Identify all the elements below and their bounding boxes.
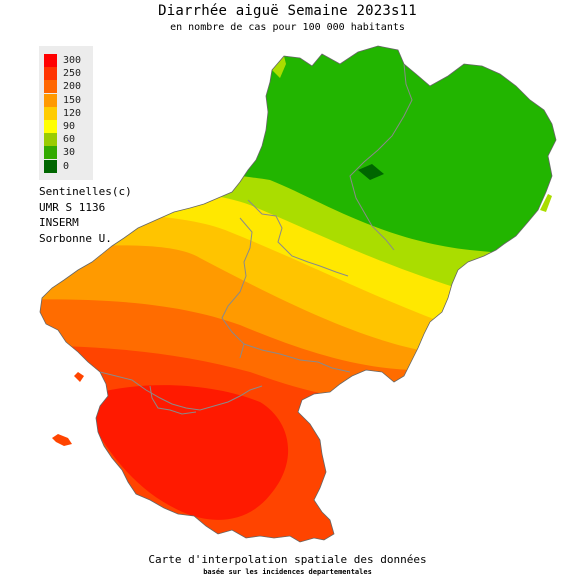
credit-line: UMR S 1136 <box>39 200 106 214</box>
legend-item: 300 <box>44 54 94 67</box>
edge-patch-east <box>540 194 552 212</box>
legend-item: 30 <box>44 146 94 160</box>
department-borders <box>99 63 413 415</box>
legend-swatch <box>44 159 57 173</box>
legend-swatch <box>44 106 57 120</box>
legend-item: 0 <box>44 159 94 173</box>
legend-label: 200 <box>63 81 82 93</box>
legend-swatch <box>44 80 57 94</box>
legend-label: 90 <box>63 121 76 132</box>
credit-line: INSERM <box>39 216 79 229</box>
credits-block: Sentinelles(c) UMR S 1136 INSERM Sorbonn… <box>39 184 132 246</box>
legend-label: 60 <box>63 134 76 146</box>
legend-label: 150 <box>63 94 82 106</box>
legend-swatch <box>44 93 57 107</box>
legend-swatch <box>44 146 57 160</box>
footer-subcaption: basée sur les incidences departementales <box>203 568 372 576</box>
credit-line: Sorbonne U. <box>39 231 112 245</box>
legend-item: 200 <box>44 80 94 94</box>
legend-label: 0 <box>63 160 70 172</box>
island-noirmoutier <box>74 372 84 382</box>
legend-swatch <box>44 67 57 81</box>
legend-swatch <box>44 54 57 67</box>
map-title: Diarrhée aiguë Semaine 2023s11 <box>158 3 417 19</box>
credit-line: Sentinelles(c) <box>39 185 132 198</box>
legend-label: 300 <box>63 55 82 66</box>
legend-item: 150 <box>44 93 94 107</box>
legend-swatch <box>44 120 57 133</box>
dark-hotspot <box>358 164 384 180</box>
legend-swatch <box>44 133 57 147</box>
region-outline <box>39 45 557 543</box>
footer-caption: Carte d'interpolation spatiale des donné… <box>148 553 427 566</box>
legend-item: 120 <box>44 106 94 120</box>
legend-item: 250 <box>44 67 94 81</box>
legend-label: 120 <box>63 107 82 119</box>
legend-item: 60 <box>44 133 94 147</box>
island-yeu <box>52 434 72 446</box>
legend-item: 90 <box>44 120 94 133</box>
color-legend: 300 250 200 150 120 90 60 30 0 <box>39 46 93 180</box>
legend-label: 250 <box>63 68 82 80</box>
edge-patch-north <box>272 56 286 78</box>
map-subtitle: en nombre de cas pour 100 000 habitants <box>170 22 405 33</box>
legend-label: 30 <box>63 147 76 159</box>
